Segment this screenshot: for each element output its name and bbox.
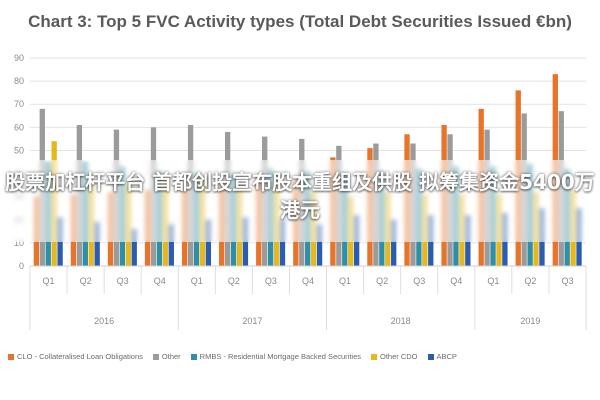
x-tick-label: Q1 (191, 276, 203, 286)
year-label: 2019 (520, 316, 540, 326)
x-tick-label: Q1 (43, 276, 55, 286)
legend-label: CLO - Collateralised Loan Obligations (17, 352, 143, 361)
legend-swatch (8, 353, 14, 360)
x-tick-label: Q1 (487, 276, 499, 286)
x-tick-label: Q4 (154, 276, 166, 286)
legend-label: ABCP (436, 352, 457, 361)
overlay-headline: 股票加杠杆平台 首都创投宣布股本重组及供股 拟筹集资金5400万港元 (5, 170, 595, 222)
bar (391, 219, 397, 266)
y-tick-label: 10 (14, 238, 24, 248)
bar (131, 229, 137, 266)
x-tick-label: Q3 (561, 276, 573, 286)
y-tick-label: 0 (19, 261, 24, 271)
bar (279, 219, 286, 266)
legend-item: RMBS - Residential Mortgage Backed Secur… (190, 352, 361, 361)
x-tick-label: Q4 (302, 276, 314, 286)
x-tick-label: Q2 (228, 276, 240, 286)
bar (94, 222, 100, 266)
legend-label: RMBS - Residential Mortgage Backed Secur… (199, 352, 361, 361)
legend-label: Other CDO (380, 352, 418, 361)
legend-swatch (152, 353, 159, 360)
chart-legend: CLO - Collateralised Loan Obligations Oth… (8, 352, 598, 361)
y-tick-label: 50 (14, 145, 24, 155)
x-tick-label: Q1 (339, 276, 351, 286)
y-tick-label: 70 (14, 99, 24, 109)
x-tick-label: Q4 (450, 276, 462, 286)
bar (316, 224, 323, 266)
y-tick-label: 90 (14, 53, 24, 63)
y-tick-label: 60 (14, 122, 24, 132)
chart-title: Chart 3: Top 5 FVC Activity types (Total… (28, 12, 572, 31)
legend-item: Other CDO (371, 352, 418, 361)
x-tick-label: Q2 (80, 276, 92, 286)
overlay-banner (0, 160, 600, 242)
legend-item: Other (152, 352, 181, 361)
year-label: 2018 (391, 316, 411, 326)
x-tick-label: Q2 (524, 276, 536, 286)
x-tick-label: Q3 (413, 276, 425, 286)
bar (205, 219, 212, 266)
x-tick-label: Q2 (376, 276, 388, 286)
year-label: 2016 (94, 316, 114, 326)
y-tick-label: 80 (14, 76, 24, 86)
legend-item: CLO - Collateralised Loan Obligations (8, 352, 143, 361)
legend-label: Other (161, 352, 181, 361)
bar (168, 224, 174, 266)
legend-swatch (190, 353, 197, 360)
year-label: 2017 (242, 316, 262, 326)
legend-swatch (427, 353, 434, 360)
legend-item: ABCP (427, 352, 457, 361)
legend-swatch (371, 353, 377, 360)
x-tick-label: Q3 (117, 276, 129, 286)
x-tick-label: Q3 (265, 276, 277, 286)
